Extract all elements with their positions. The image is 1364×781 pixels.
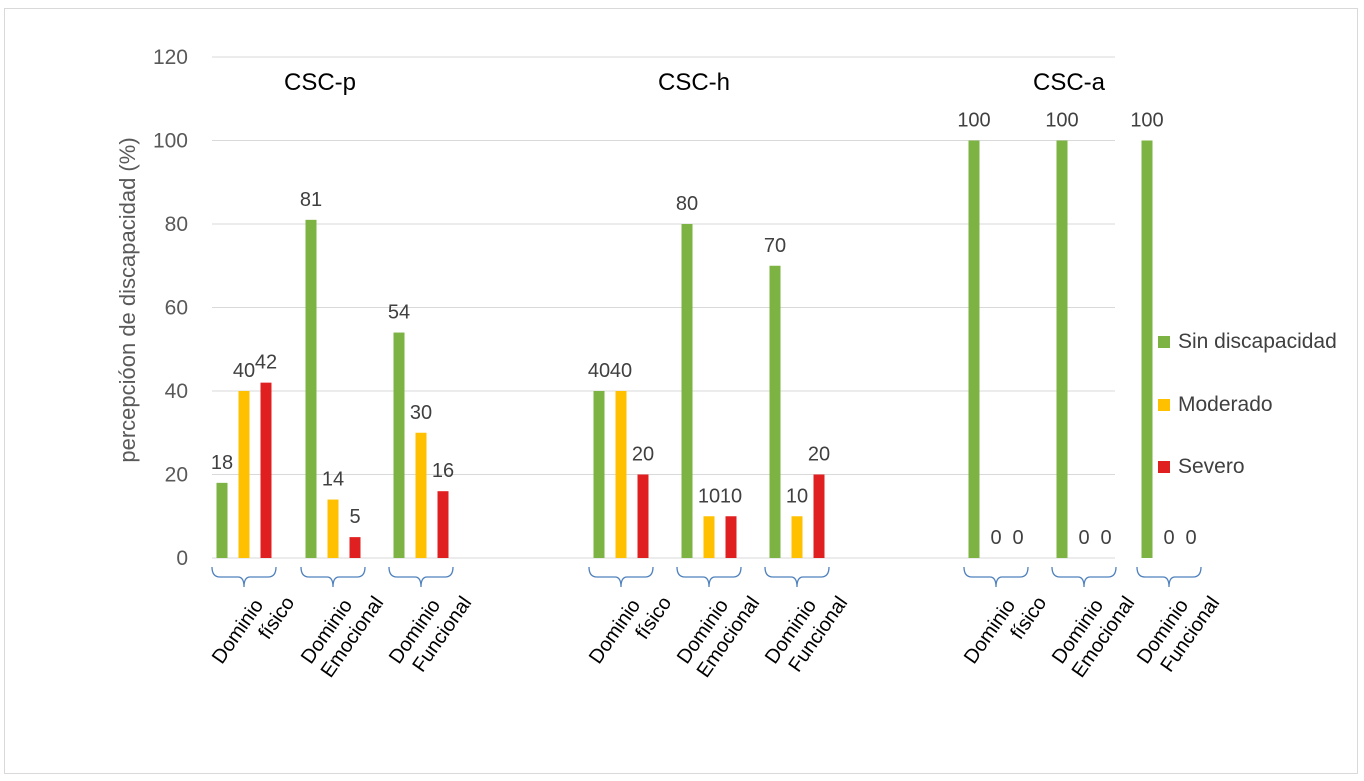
bar <box>349 537 361 558</box>
category-braces <box>211 566 1202 588</box>
gridlines <box>212 56 1115 559</box>
category-label-line: físico <box>254 593 299 644</box>
y-tick-label: 120 <box>153 46 188 69</box>
y-tick-label: 0 <box>176 547 188 570</box>
group-title: CSC-a <box>1033 69 1106 96</box>
category-label: DominioFuncional <box>1133 579 1224 682</box>
data-label: 18 <box>211 452 233 474</box>
data-label: 70 <box>764 235 786 257</box>
bar <box>415 432 427 558</box>
category-brace <box>676 566 742 588</box>
category-label: DominioFuncional <box>385 579 476 682</box>
group-title: CSC-h <box>658 69 730 96</box>
data-label: 5 <box>349 506 360 528</box>
data-label: 10 <box>698 485 720 507</box>
y-tick-label: 100 <box>153 130 188 153</box>
bar <box>305 219 317 558</box>
bar <box>216 482 228 558</box>
data-label: 40 <box>610 360 632 382</box>
legend-label: Moderado <box>1178 393 1273 416</box>
y-tick-label: 60 <box>165 297 188 320</box>
bar <box>769 265 781 558</box>
bar <box>238 391 250 558</box>
legend-label: Sin discapacidad <box>1178 330 1337 353</box>
data-label: 100 <box>1045 110 1078 132</box>
legend-swatch <box>1158 461 1170 473</box>
y-axis: 0 20 40 60 80 100 120 <box>153 46 188 570</box>
bar <box>593 391 605 558</box>
legend-swatch <box>1158 399 1170 411</box>
category-label: DominioEmocional <box>1048 579 1139 682</box>
bar <box>725 516 737 558</box>
bar <box>813 474 825 558</box>
data-label: 0 <box>1078 527 1089 549</box>
y-tick-label: 80 <box>165 213 188 236</box>
bar <box>681 224 693 558</box>
data-label: 0 <box>990 527 1001 549</box>
y-tick-label: 20 <box>165 464 188 487</box>
group-title: CSC-p <box>284 69 356 96</box>
bar <box>637 474 649 558</box>
category-brace <box>764 566 830 588</box>
data-label: 14 <box>322 469 344 491</box>
bar <box>703 516 715 558</box>
bar <box>1141 140 1153 558</box>
bar <box>791 516 803 558</box>
data-label: 40 <box>233 360 255 382</box>
data-label: 80 <box>676 193 698 215</box>
category-label: DominioEmocional <box>297 579 388 682</box>
category-label: DominioEmocional <box>673 579 764 682</box>
category-label: Dominiofísico <box>208 579 299 682</box>
data-label: 10 <box>720 485 742 507</box>
category-brace <box>588 566 654 588</box>
legend-swatch <box>1158 336 1170 348</box>
category-brace <box>1051 566 1117 588</box>
category-brace <box>963 566 1029 588</box>
group-titles: CSC-p CSC-h CSC-a <box>284 69 1106 96</box>
data-label: 54 <box>388 302 410 324</box>
category-label-line: físico <box>631 593 676 644</box>
bar <box>615 391 627 558</box>
data-label: 16 <box>432 460 454 482</box>
bar <box>968 140 980 558</box>
data-label: 42 <box>255 352 277 374</box>
category-label: DominioFuncional <box>761 579 852 682</box>
data-label: 20 <box>632 444 654 466</box>
data-label: 0 <box>1012 527 1023 549</box>
legend: Sin discapacidad Moderado Severo <box>1158 330 1337 478</box>
data-label: 20 <box>808 444 830 466</box>
y-axis-label: percepcióon de discapacidad (%) <box>115 137 140 462</box>
data-label: 40 <box>588 360 610 382</box>
data-label: 10 <box>786 485 808 507</box>
data-label: 0 <box>1163 527 1174 549</box>
legend-label: Severo <box>1178 455 1245 478</box>
data-label: 100 <box>957 110 990 132</box>
y-tick-label: 40 <box>165 380 188 403</box>
category-brace <box>211 566 277 588</box>
data-label: 81 <box>300 189 322 211</box>
category-brace <box>388 566 454 588</box>
category-label: Dominiofísico <box>960 579 1051 682</box>
data-label: 0 <box>1185 527 1196 549</box>
category-label-line: físico <box>1006 593 1051 644</box>
category-brace <box>300 566 366 588</box>
bar <box>260 382 272 558</box>
bars <box>216 140 1153 558</box>
category-label: Dominiofísico <box>585 579 676 682</box>
data-label: 100 <box>1130 110 1163 132</box>
category-labels: DominiofísicoDominioEmocionalDominioFunc… <box>208 579 1224 682</box>
bar <box>327 499 339 558</box>
category-brace <box>1136 566 1202 588</box>
data-label: 30 <box>410 402 432 424</box>
bar <box>1056 140 1068 558</box>
bar <box>393 332 405 558</box>
bar <box>437 491 449 558</box>
data-label: 0 <box>1100 527 1111 549</box>
